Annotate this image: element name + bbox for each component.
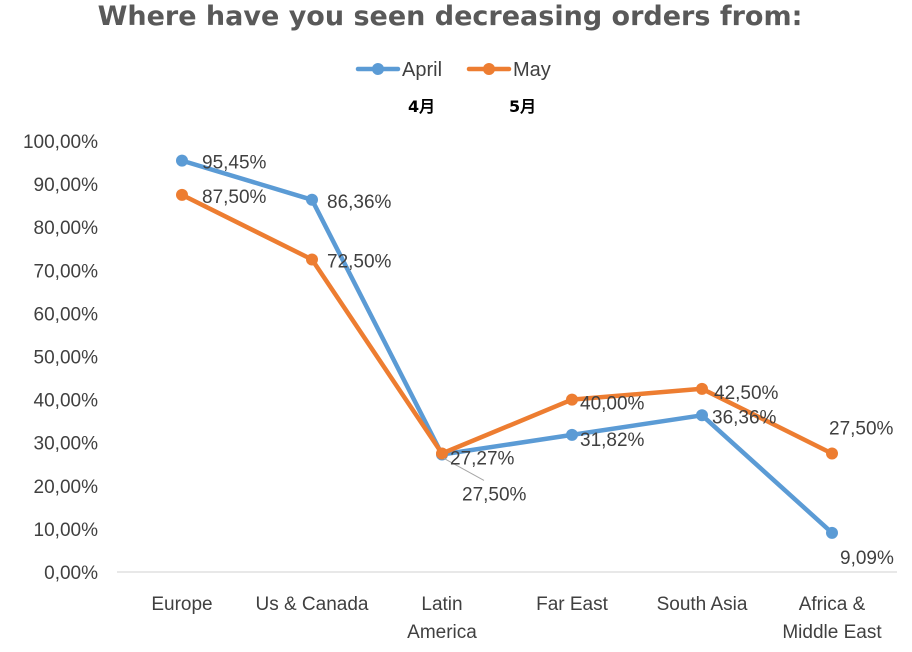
y-tick-label: 30,00% (34, 434, 99, 455)
data-label: 40,00% (580, 394, 645, 415)
x-tick-label: Far East (536, 594, 609, 615)
x-tick-label: South Asia (657, 594, 748, 615)
data-label: 95,45% (202, 153, 267, 174)
x-tick-label: Us & Canada (255, 594, 368, 615)
legend: April May 4月 5月 (355, 59, 551, 116)
legend-swatch-marker (372, 63, 384, 75)
y-tick-label: 70,00% (34, 261, 99, 282)
data-point (826, 447, 838, 460)
data-label: 86,36% (327, 192, 392, 213)
legend-sublabel: 5月 (509, 97, 536, 116)
x-tick-label: Africa & (799, 594, 866, 615)
series-line (179, 192, 835, 456)
data-point (306, 253, 318, 266)
data-label: 36,36% (712, 407, 777, 428)
data-point (696, 382, 708, 395)
x-tick-label: Latin (421, 594, 462, 615)
data-point (826, 526, 838, 539)
series-group (176, 154, 838, 539)
data-point (176, 154, 188, 167)
y-tick-label: 10,00% (34, 520, 99, 541)
data-label: 27,50% (829, 418, 894, 439)
data-label: 31,82% (580, 430, 645, 451)
data-point (696, 409, 708, 422)
legend-swatch-marker (483, 63, 495, 75)
data-point (176, 188, 188, 201)
x-tick-label: Europe (151, 594, 212, 615)
legend-sublabel: 4月 (408, 97, 435, 116)
y-tick-label: 50,00% (34, 348, 99, 369)
data-label: 27,27% (450, 448, 515, 469)
y-tick-label: 40,00% (34, 391, 99, 412)
legend-entry: April (402, 59, 442, 81)
x-tick-label: Middle East (782, 622, 882, 643)
y-tick-label: 0,00% (44, 563, 98, 584)
y-tick-label: 60,00% (34, 304, 99, 325)
data-point (566, 393, 578, 406)
data-label: 87,50% (202, 187, 267, 208)
data-point (566, 428, 578, 441)
y-tick-label: 20,00% (34, 477, 99, 498)
series-line (179, 158, 835, 536)
data-label: 27,50% (462, 484, 527, 505)
x-axis: Europe Us & Canada Latin America Far East Sou… (151, 594, 882, 643)
x-tick-label: America (407, 622, 477, 643)
data-label: 9,09% (840, 548, 894, 569)
y-axis: 0,00% 10,00% 20,00% 30,00% 40,00% 50,00% 60,00… (23, 132, 98, 584)
chart-title: Where have you seen decreasing orders fr… (98, 1, 803, 32)
leader-line (443, 458, 485, 481)
y-tick-label: 90,00% (34, 175, 99, 196)
data-label: 72,50% (327, 252, 392, 273)
data-point (306, 193, 318, 206)
data-point (436, 447, 448, 460)
y-tick-label: 100,00% (23, 132, 98, 153)
legend-entry: May (513, 59, 551, 81)
y-tick-label: 80,00% (34, 218, 99, 239)
data-labels: 95,45% 86,36% 27,27% 31,82% 36,36% 9,09% 87,50… (202, 153, 894, 569)
data-label: 42,50% (714, 383, 779, 404)
